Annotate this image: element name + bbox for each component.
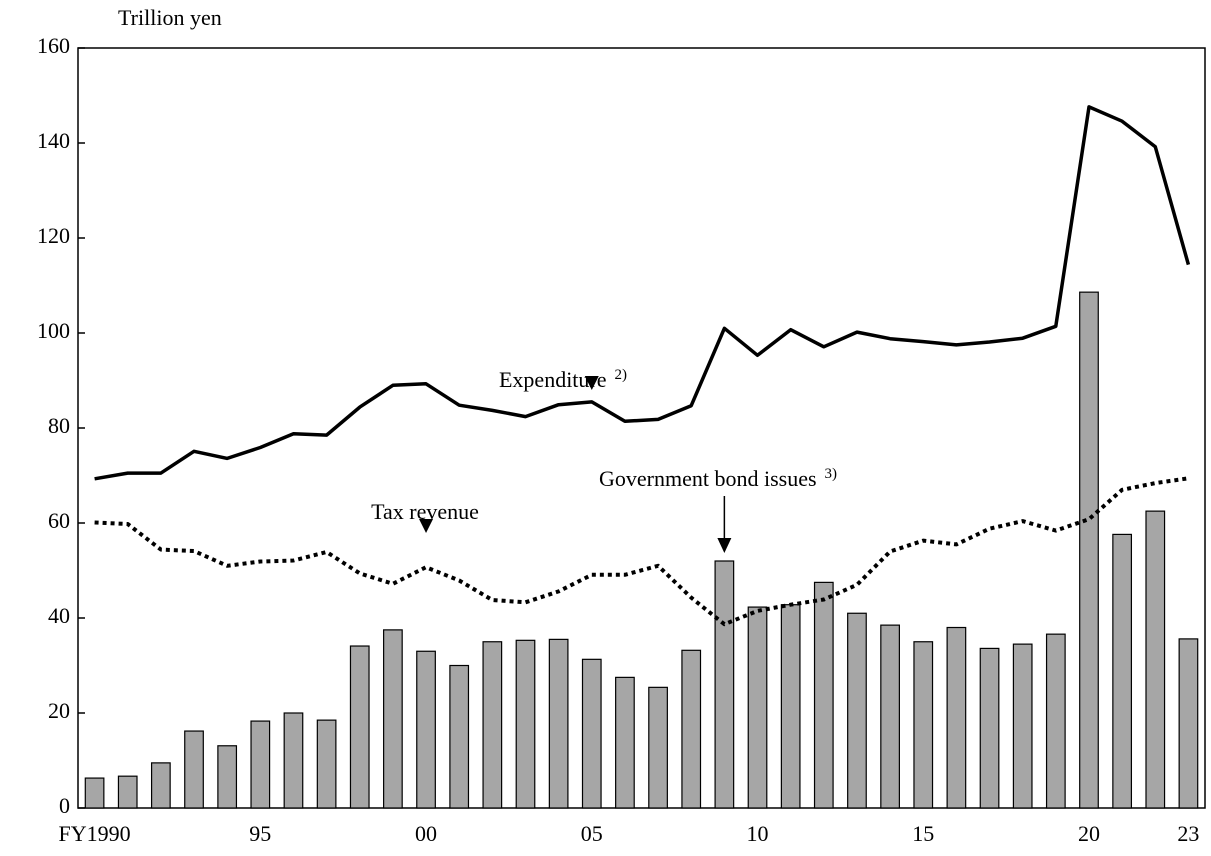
plot-frame [77,47,1206,809]
bar [1045,633,1066,809]
bar [349,645,370,809]
bar [847,612,867,809]
y-tick-label: 60 [48,508,70,533]
bar [1012,643,1033,809]
bar [747,606,768,809]
x-tick-label: 05 [581,821,603,846]
bar [1145,510,1166,809]
annotation: Government bond issues 3) [599,466,837,491]
y-tick-label: 160 [37,33,70,58]
bar [250,720,271,809]
annotation-arrow-head [717,538,732,553]
bar [383,629,403,809]
bar [615,676,635,809]
y-axis-label: Trillion yen [118,5,222,30]
bar [813,581,834,809]
bar [946,626,967,809]
y-tick-label: 20 [48,698,70,723]
bar [581,658,602,809]
bar [316,719,337,809]
x-tick-label: 95 [249,821,271,846]
y-tick-label: 140 [37,128,70,153]
bar [780,604,801,809]
bar [449,664,470,809]
x-tick-label: 00 [415,821,437,846]
bar [515,639,536,809]
annotation-note: 2) [615,367,628,383]
line-dotted [94,476,1189,627]
bar [648,686,668,809]
bar [117,775,138,809]
bar [979,647,1000,809]
bar [1112,533,1133,809]
x-tick-label: FY1990 [59,821,131,846]
bar [681,649,702,809]
bar [150,762,171,809]
bar [482,641,503,809]
line-solid [94,105,1191,481]
y-tick-label: 0 [59,793,70,818]
y-tick-label: 40 [48,603,70,628]
bar [880,624,900,809]
annotation-arrow [584,376,599,390]
y-tick-label: 100 [37,318,70,343]
x-tick-label: 23 [1177,821,1199,846]
annotation-text: Government bond issues [599,466,817,491]
bar [283,712,304,809]
bar [184,730,204,809]
bar [714,560,735,809]
x-tick-label: 20 [1078,821,1100,846]
bar [217,745,238,809]
annotation: Expenditure 2) [499,367,627,392]
annotation-note: 3) [825,466,838,482]
x-tick-label: 15 [912,821,934,846]
bar [548,638,569,809]
bar [84,777,105,809]
y-tick-label: 80 [48,413,70,438]
bar [913,641,934,809]
bar [1079,291,1099,809]
y-tick-label: 120 [37,223,70,248]
bar [1178,638,1199,809]
annotation-arrow [419,519,434,533]
bar [416,650,436,809]
x-tick-label: 10 [747,821,769,846]
